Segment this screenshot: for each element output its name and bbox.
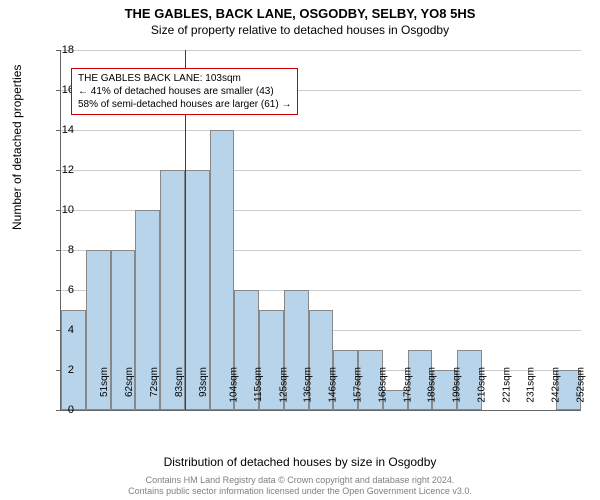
y-tick-label: 0 [44, 404, 74, 416]
x-tick-label: 231sqm [526, 367, 537, 403]
annotation-line3: 58% of semi-detached houses are larger (… [78, 98, 291, 111]
chart-title: THE GABLES, BACK LANE, OSGODBY, SELBY, Y… [0, 0, 600, 21]
x-tick-label: 210sqm [476, 367, 487, 403]
x-tick-label: 199sqm [452, 367, 463, 403]
x-tick-label: 125sqm [278, 367, 289, 403]
y-axis-label: Number of detached properties [10, 65, 24, 230]
y-tick-label: 16 [44, 84, 74, 96]
y-tick-label: 18 [44, 44, 74, 56]
x-tick-label: 115sqm [253, 367, 264, 402]
x-tick-label: 221sqm [501, 367, 512, 403]
grid-line [61, 170, 581, 171]
y-tick-label: 6 [44, 284, 74, 296]
y-tick-label: 8 [44, 244, 74, 256]
x-tick-label: 136sqm [303, 367, 314, 403]
x-tick-label: 83sqm [174, 367, 185, 397]
x-tick-label: 104sqm [229, 367, 240, 403]
grid-line [61, 50, 581, 51]
x-tick-label: 93sqm [198, 367, 209, 397]
x-tick-label: 72sqm [149, 367, 160, 397]
copyright: Contains HM Land Registry data © Crown c… [0, 475, 600, 497]
x-tick-label: 62sqm [124, 367, 135, 397]
grid-line [61, 130, 581, 131]
x-tick-label: 189sqm [427, 367, 438, 403]
x-tick-label: 178sqm [402, 367, 413, 403]
y-tick-label: 10 [44, 204, 74, 216]
x-axis-label: Distribution of detached houses by size … [0, 455, 600, 469]
y-tick-label: 14 [44, 124, 74, 136]
copyright-line1: Contains HM Land Registry data © Crown c… [0, 475, 600, 486]
x-tick-label: 242sqm [551, 367, 562, 403]
plot-area: THE GABLES BACK LANE: 103sqm ← 41% of de… [60, 50, 581, 411]
x-tick-label: 157sqm [353, 367, 364, 403]
x-tick-label: 146sqm [328, 367, 339, 403]
annotation-box: THE GABLES BACK LANE: 103sqm ← 41% of de… [71, 68, 298, 115]
y-tick-label: 4 [44, 324, 74, 336]
annotation-line1: THE GABLES BACK LANE: 103sqm [78, 72, 291, 85]
x-tick-label: 252sqm [575, 367, 586, 403]
x-tick-label: 51sqm [99, 367, 110, 397]
copyright-line2: Contains public sector information licen… [0, 486, 600, 497]
chart-subtitle: Size of property relative to detached ho… [0, 21, 600, 37]
y-tick-label: 2 [44, 364, 74, 376]
x-tick-label: 168sqm [377, 367, 388, 403]
y-tick-label: 12 [44, 164, 74, 176]
annotation-line2: ← 41% of detached houses are smaller (43… [78, 85, 291, 98]
chart-container: THE GABLES, BACK LANE, OSGODBY, SELBY, Y… [0, 0, 600, 500]
